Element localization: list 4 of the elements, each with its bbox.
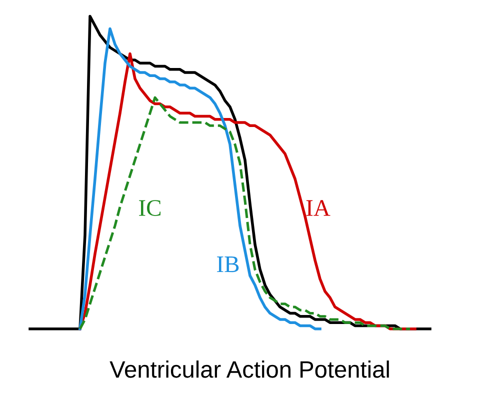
series-label: IA	[306, 200, 330, 216]
series-label: IB	[217, 256, 239, 272]
text: Ventricular Action Potential	[110, 360, 389, 378]
series-label: IC	[139, 200, 161, 216]
